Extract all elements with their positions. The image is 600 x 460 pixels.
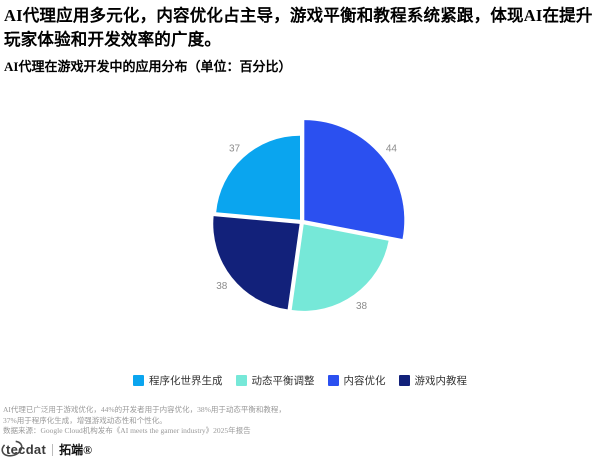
- chart-subtitle: AI代理在游戏开发中的应用分布（单位：百分比）: [4, 59, 292, 74]
- pie-slice-value-label: 37: [229, 144, 241, 155]
- footnotes: AI代理已广泛用于游戏优化，44%的开发者用于内容优化，38%用于动态平衡和教程…: [3, 405, 423, 437]
- pie-slice-动态平衡调整: [291, 224, 389, 311]
- legend-item-dynamic-balance: 动态平衡调整: [235, 373, 315, 388]
- tecdat-logo-chinese: 拓端®: [59, 443, 93, 457]
- legend-swatch: [133, 375, 144, 386]
- pie-slice-程序化世界生成: [216, 135, 300, 220]
- pie-slice-value-label: 38: [216, 281, 228, 292]
- logo-divider: [52, 443, 54, 456]
- legend-swatch: [235, 375, 247, 386]
- footnote-line-1: AI代理已广泛用于游戏优化，44%的开发者用于内容优化，38%用于动态平衡和教程…: [3, 405, 286, 414]
- data-source-line: 数据来源：Google Cloud机构发布《AI meets the gamer…: [3, 426, 251, 435]
- legend-label: 游戏内教程: [414, 376, 468, 387]
- tecdat-logo-wordmark: tecdat: [1, 439, 47, 459]
- legend-label: 程序化世界生成: [149, 376, 223, 387]
- legend-item-ingame-tutorial: 游戏内教程: [398, 373, 468, 388]
- footnote-line-2: 37%用于程序化生成，增强游戏动态性和个性化。: [3, 415, 167, 425]
- legend-swatch: [398, 375, 410, 386]
- legend-label: 内容优化: [343, 376, 386, 387]
- chart-headline: AI代理应用多元化，内容优化占主导，游戏平衡和教程系统紧跟，体现AI在提升玩家体…: [4, 6, 593, 49]
- tecdat-swirl-icon: [1, 439, 23, 457]
- legend-swatch: [327, 375, 339, 386]
- tecdat-logo-text: tecdat: [6, 441, 47, 457]
- pie-slice-value-label: 44: [386, 144, 398, 155]
- pie-slice-内容优化: [304, 120, 405, 239]
- pie-slice-value-label: 38: [356, 301, 368, 312]
- pie-slice-游戏内教程: [213, 216, 300, 310]
- legend-item-procedural-world: 程序化世界生成: [133, 373, 223, 388]
- legend-item-content-optimization: 内容优化: [327, 373, 386, 388]
- legend-label: 动态平衡调整: [251, 376, 315, 387]
- chart-legend: 程序化世界生成 动态平衡调整 内容优化 游戏内教程: [0, 373, 600, 388]
- tecdat-logo: tecdat 拓端®: [1, 439, 93, 459]
